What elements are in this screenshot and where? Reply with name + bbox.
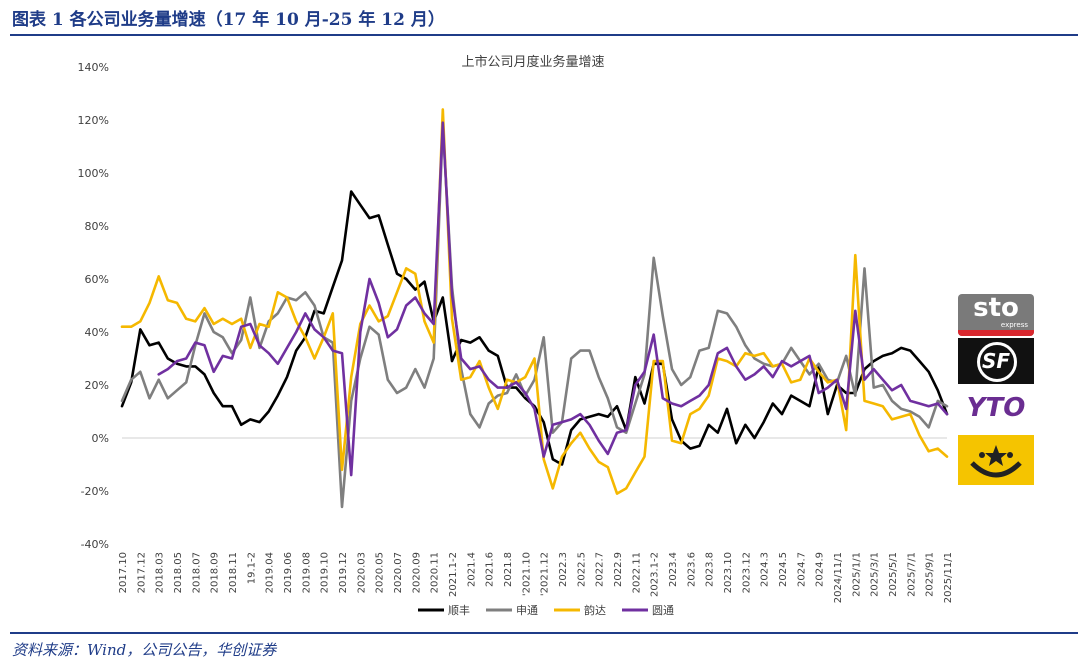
x-tick-label: '2021.12 xyxy=(540,552,551,596)
legend-label-0: 顺丰 xyxy=(448,604,470,617)
x-tick-label: 2025/11/1 xyxy=(943,552,954,603)
top-divider xyxy=(10,34,1078,36)
x-tick-label: 2018.05 xyxy=(173,552,184,593)
x-tick-label: 2022.3 xyxy=(558,552,569,587)
sto-logo-text: sto xyxy=(973,294,1019,323)
series-line-1 xyxy=(120,124,949,509)
x-tick-label: 2019.06 xyxy=(283,552,294,593)
x-tick-label: 2021.1-2 xyxy=(448,552,459,597)
figure-title: 图表 1 各公司业务量增速（17 年 10 月-25 年 12 月） xyxy=(12,10,445,30)
x-tick-label: 2024.9 xyxy=(815,552,826,587)
legend-label-1: 申通 xyxy=(516,604,538,617)
x-tick-label: 2018.07 xyxy=(191,552,202,593)
x-tick-label: 2025/9/1 xyxy=(925,552,936,597)
x-tick-label: 2023.8 xyxy=(705,552,716,587)
x-tick-label: 2018.11 xyxy=(228,552,239,593)
x-tick-label: 2023.1-2 xyxy=(650,552,661,597)
x-tick-label: 2023.12 xyxy=(741,552,752,593)
y-tick-label: 120% xyxy=(78,114,109,127)
y-tick-label: 0% xyxy=(92,432,109,445)
x-tick-label: 2020.09 xyxy=(411,552,422,593)
x-tick-label: 2020.11 xyxy=(430,552,441,593)
sto-logo-subtext: express xyxy=(1000,321,1028,329)
x-tick-label: 2025/3/1 xyxy=(870,552,881,597)
x-tick-label: 2022.5 xyxy=(576,552,587,587)
x-tick-label: 2025/1/1 xyxy=(851,552,862,597)
yunda-smile-icon xyxy=(970,445,1022,478)
y-tick-label: 100% xyxy=(78,167,109,180)
x-axis: 2017.10 2017.12 2018.03 2018.05 2018.07 2018.… xyxy=(118,437,954,603)
x-tick-label: 2024.5 xyxy=(778,552,789,587)
bottom-divider xyxy=(10,632,1078,634)
x-tick-label: 2021.8 xyxy=(503,552,514,587)
x-tick-label: 2024.7 xyxy=(796,552,807,587)
y-tick-label: -20% xyxy=(81,485,109,498)
x-tick-label: 2023.4 xyxy=(668,552,679,587)
sto-logo: sto express xyxy=(958,294,1034,336)
y-tick-label: 80% xyxy=(85,220,109,233)
x-tick-label: 2024/11/1 xyxy=(833,552,844,603)
chart-title: 上市公司月度业务量增速 xyxy=(461,54,604,70)
series-line-0 xyxy=(120,190,949,466)
x-tick-label: 2019.04 xyxy=(265,552,276,593)
y-tick-label: 40% xyxy=(85,326,109,339)
x-tick-label: 2017.10 xyxy=(118,552,129,593)
x-tick-label: 2021.6 xyxy=(485,552,496,587)
x-tick-label: 2019.12 xyxy=(338,552,349,593)
x-tick-label: 2023.6 xyxy=(686,552,697,587)
yto-logo: YTO xyxy=(958,386,1034,430)
x-tick-label: 19.1-2 xyxy=(246,552,257,584)
x-tick-label: 2018.03 xyxy=(155,552,166,593)
y-tick-label: 20% xyxy=(85,379,109,392)
series-line-2 xyxy=(120,108,949,495)
x-tick-label: 2019.10 xyxy=(320,552,331,593)
yunda-logo xyxy=(958,435,1034,485)
x-tick-label: 2024.3 xyxy=(760,552,771,587)
line-chart: 上市公司月度业务量增速 -40% -20% 0% 20% 40% 60% 80% 100% 12… xyxy=(78,54,954,617)
yto-logo-text: YTO xyxy=(966,393,1026,423)
x-tick-label: 2020.03 xyxy=(356,552,367,593)
sf-logo-text: SF xyxy=(981,349,1011,373)
x-tick-label: 2025/7/1 xyxy=(906,552,917,597)
x-tick-label: 2020.07 xyxy=(393,552,404,593)
source-note: 资料来源：Wind，公司公告，华创证券 xyxy=(12,641,277,659)
y-tick-label: -40% xyxy=(81,538,109,551)
x-tick-label: 2023.10 xyxy=(723,552,734,593)
x-tick-label: 2021.4 xyxy=(466,552,477,587)
plot-area xyxy=(120,108,949,509)
x-tick-label: 2019.08 xyxy=(301,552,312,593)
legend-label-3: 圆通 xyxy=(652,604,674,617)
series-line-3 xyxy=(157,121,949,477)
x-tick-label: 2025/5/1 xyxy=(888,552,899,597)
y-tick-label: 140% xyxy=(78,61,109,74)
y-axis: -40% -20% 0% 20% 40% 60% 80% 100% 120% 140% xyxy=(78,61,109,551)
x-tick-label: 2018.09 xyxy=(210,552,221,593)
x-tick-label: 2017.12 xyxy=(136,552,147,593)
legend-label-2: 韵达 xyxy=(584,603,606,617)
sf-logo: SF xyxy=(958,338,1034,384)
legend: 顺丰 申通 韵达 圆通 xyxy=(418,603,674,617)
x-tick-label: 2020.05 xyxy=(375,552,386,593)
x-tick-label: 2022.11 xyxy=(631,552,642,593)
x-tick-label: 2022.7 xyxy=(595,552,606,587)
x-tick-label: 2022.9 xyxy=(613,552,624,587)
y-tick-label: 60% xyxy=(85,273,109,286)
x-tick-label: '2021.10 xyxy=(521,552,532,596)
